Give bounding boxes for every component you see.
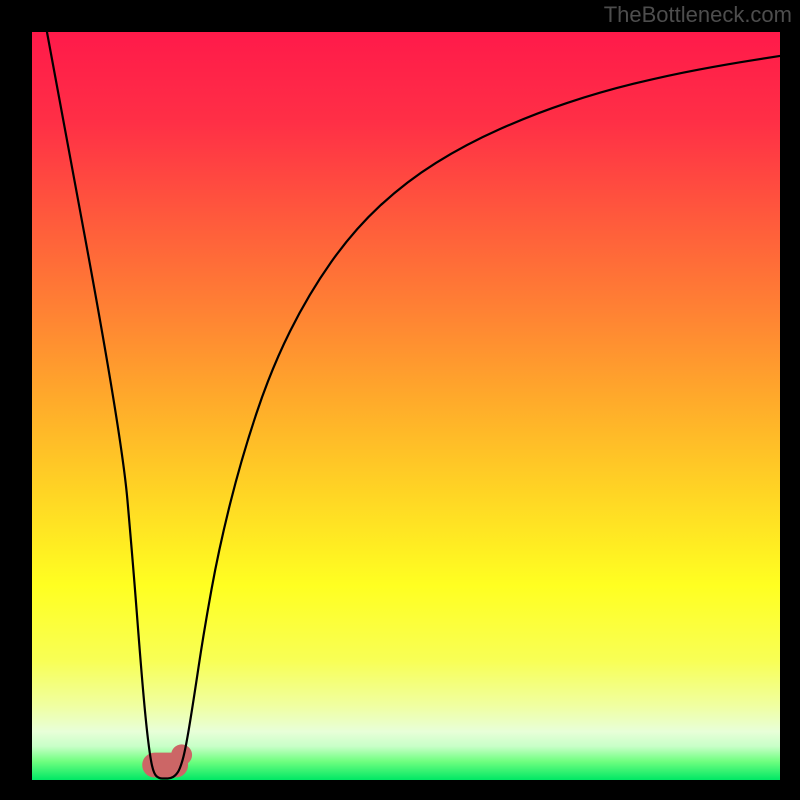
- watermark-text: TheBottleneck.com: [604, 2, 792, 28]
- chart-svg: [0, 0, 800, 800]
- chart-frame: TheBottleneck.com: [0, 0, 800, 800]
